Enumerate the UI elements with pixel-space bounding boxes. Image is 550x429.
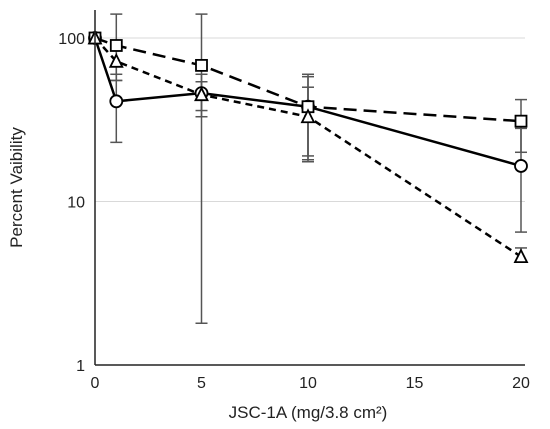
x-axis-title: JSC-1A (mg/3.8 cm²) — [229, 403, 388, 422]
y-axis-title: Percent Vaibility — [7, 127, 26, 248]
y-tick-label: 1 — [76, 358, 85, 375]
x-tick-label: 20 — [512, 375, 530, 392]
data-point-triangle — [194, 86, 209, 102]
series-markers — [87, 29, 529, 264]
gridlines — [95, 37, 525, 202]
data-point-square — [514, 114, 528, 128]
y-tick-label: 100 — [58, 31, 85, 48]
x-tick-labels: 0 5 10 15 20 — [91, 375, 530, 392]
x-tick-label: 15 — [406, 375, 424, 392]
y-tick-labels: 1 10 100 — [58, 31, 85, 375]
data-point-triangle — [513, 248, 529, 264]
data-point-triangle — [108, 52, 124, 68]
data-point-square — [109, 39, 123, 52]
x-tick-label: 0 — [91, 375, 100, 392]
y-tick-label: 10 — [67, 195, 85, 212]
x-tick-label: 5 — [197, 375, 206, 392]
data-point-triangle — [300, 108, 316, 124]
x-tick-label: 10 — [299, 375, 317, 392]
data-point-circle — [514, 159, 528, 173]
data-point-square — [195, 58, 208, 72]
data-point-circle — [109, 94, 124, 109]
error-bars — [110, 13, 527, 325]
